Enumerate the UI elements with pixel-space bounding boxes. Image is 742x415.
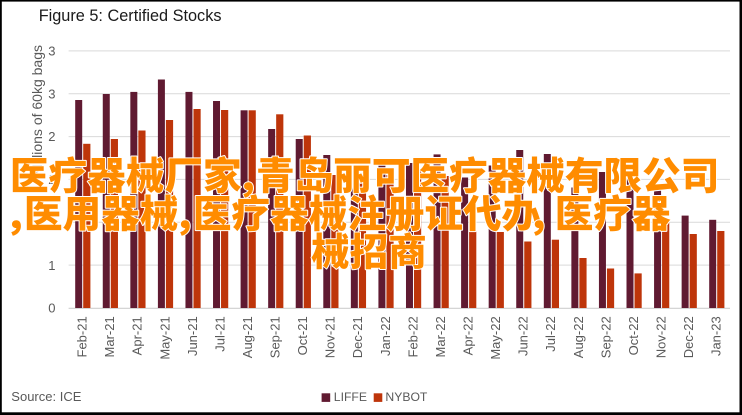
svg-text:LIFFE: LIFFE (334, 390, 367, 404)
svg-text:Apr-21: Apr-21 (130, 316, 145, 355)
svg-text:May-21: May-21 (157, 316, 172, 359)
svg-text:Mar-22: Mar-22 (433, 316, 448, 357)
svg-text:Nov-21: Nov-21 (323, 316, 338, 358)
svg-text:Jun-21: Jun-21 (185, 316, 200, 356)
svg-text:Source: ICE: Source: ICE (11, 389, 81, 404)
svg-text:Oct-21: Oct-21 (295, 316, 310, 355)
svg-text:Jun-22: Jun-22 (516, 316, 531, 356)
svg-text:NYBOT: NYBOT (385, 390, 428, 404)
svg-text:0: 0 (48, 301, 55, 316)
svg-text:Mar-21: Mar-21 (102, 316, 117, 357)
svg-text:Aug-22: Aug-22 (571, 316, 586, 358)
svg-text:3: 3 (48, 44, 55, 59)
svg-text:Nov-22: Nov-22 (654, 316, 669, 358)
svg-text:Sep-21: Sep-21 (268, 316, 283, 358)
svg-text:Feb-21: Feb-21 (75, 316, 90, 357)
svg-text:Apr-22: Apr-22 (461, 316, 476, 355)
svg-text:Feb-22: Feb-22 (405, 316, 420, 357)
svg-text:Dec-21: Dec-21 (350, 316, 365, 358)
svg-text:Jan-22: Jan-22 (378, 316, 393, 356)
svg-text:Millions of 60kg bags: Millions of 60kg bags (29, 45, 45, 176)
svg-text:May-22: May-22 (488, 316, 503, 359)
svg-text:2: 2 (48, 129, 55, 144)
svg-text:Aug-21: Aug-21 (240, 316, 255, 358)
svg-text:Jul-21: Jul-21 (212, 316, 227, 351)
svg-text:1: 1 (48, 258, 55, 273)
svg-text:Sep-22: Sep-22 (598, 316, 613, 358)
svg-text:Jul-22: Jul-22 (543, 316, 558, 351)
svg-text:Oct-22: Oct-22 (626, 316, 641, 355)
svg-text:3: 3 (48, 86, 55, 101)
svg-text:Jan-23: Jan-23 (709, 316, 724, 356)
svg-text:Dec-22: Dec-22 (681, 316, 696, 358)
svg-text:Figure 5: Certified Stocks: Figure 5: Certified Stocks (39, 7, 222, 25)
